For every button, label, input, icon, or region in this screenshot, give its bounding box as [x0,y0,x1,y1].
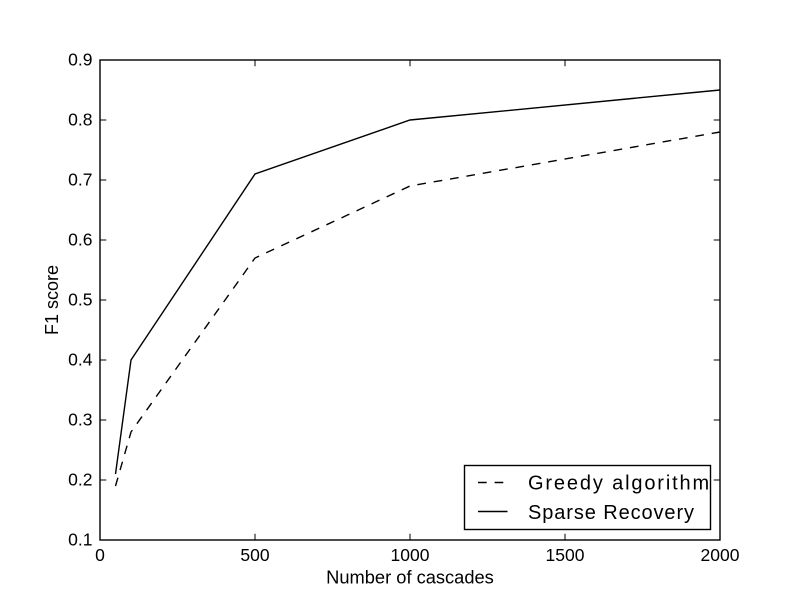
svg-text:0.6: 0.6 [68,230,92,250]
svg-text:1500: 1500 [546,545,585,565]
svg-text:500: 500 [240,545,269,565]
svg-text:0.3: 0.3 [68,410,92,430]
svg-text:0.5: 0.5 [68,290,92,310]
svg-text:Number of cascades: Number of cascades [326,567,494,588]
svg-text:Sparse Recovery: Sparse Recovery [528,502,695,524]
svg-text:0.2: 0.2 [68,470,92,490]
svg-text:0: 0 [95,545,105,565]
svg-text:0.4: 0.4 [68,350,93,370]
svg-text:0.8: 0.8 [68,110,92,130]
svg-text:F1 score: F1 score [42,265,62,335]
svg-text:1000: 1000 [391,545,430,565]
svg-text:2000: 2000 [701,545,740,565]
svg-text:0.9: 0.9 [68,50,92,70]
svg-text:0.1: 0.1 [68,530,92,550]
svg-text:Greedy algorithm: Greedy algorithm [528,473,711,495]
svg-text:0.7: 0.7 [68,170,92,190]
